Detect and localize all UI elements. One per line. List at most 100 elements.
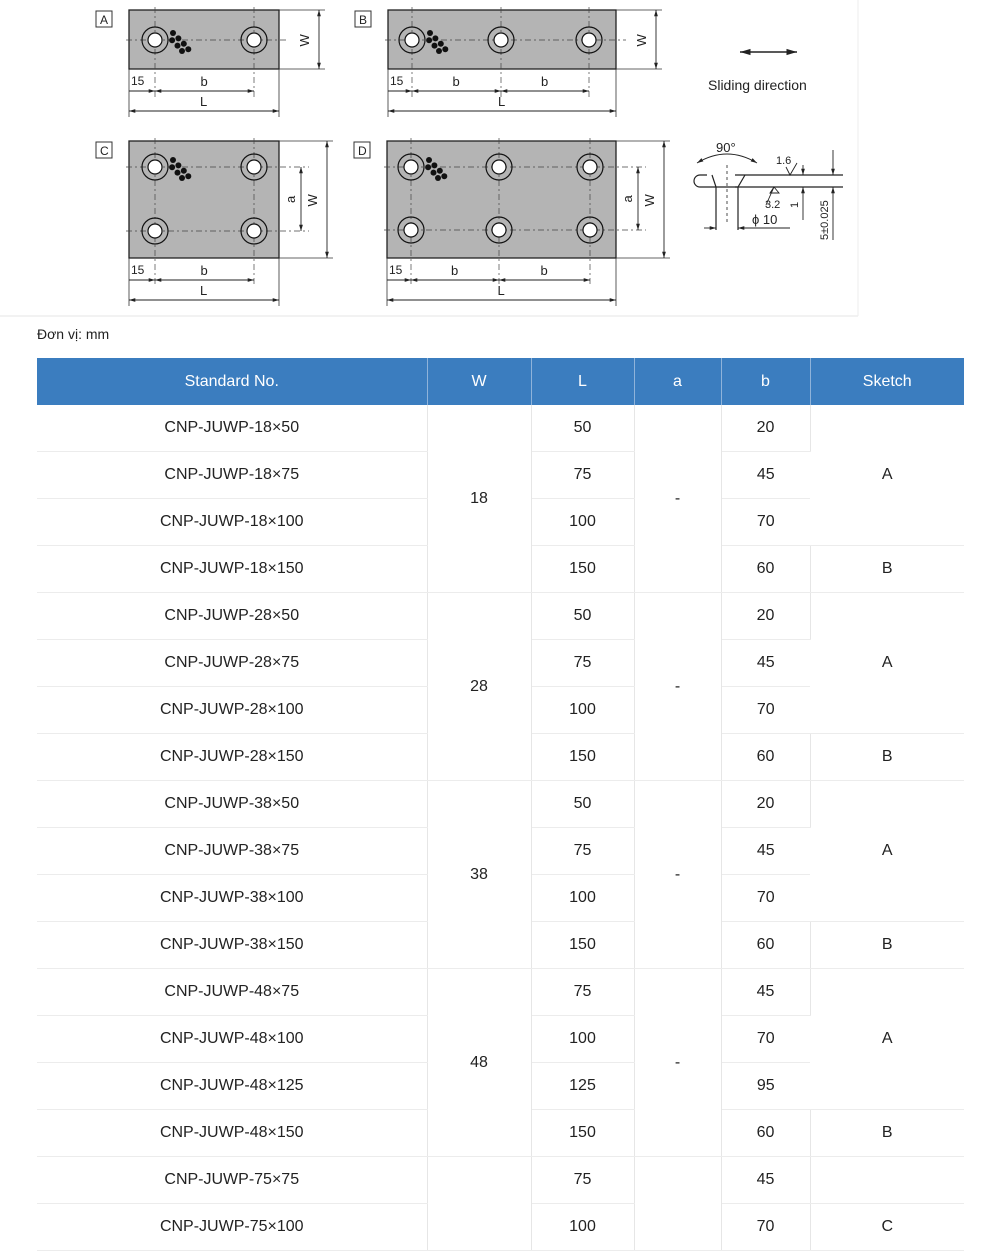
dim-b-label: b [201,74,208,89]
standard-no-cell: CNP-JUWP-48×125 [37,1062,428,1110]
b-cell: 45 [721,1156,811,1204]
slide-dot-icon [442,46,449,53]
slide-dot-icon [430,169,437,176]
w-cell: 28 [427,592,532,781]
dim-b-label: b [451,263,458,278]
slide-dot-icon [175,162,182,169]
l-cell: 50 [531,592,635,640]
b-cell: 70 [721,686,810,734]
slide-dot-icon [170,30,176,36]
table-header-row: Standard No. W L a b Sketch [37,358,964,405]
dim-b-label: b [541,74,548,89]
thickness-label: 5±0.025 [819,200,831,240]
standard-no-cell: CNP-JUWP-38×150 [37,921,428,969]
table-row: CNP-JUWP-75×75 75 45 [37,1156,964,1251]
table-row: CNP-JUWP-18×150 150 60 B [37,545,964,593]
standard-no-cell: CNP-JUWP-48×75 [37,968,428,1016]
w-cell: 18 [427,405,532,593]
l-cell: 150 [531,545,635,593]
header-w: W [427,358,532,405]
table-row: CNP-JUWP-18×50 18 50-20 A [37,405,964,593]
b-cell: 60 [721,545,811,593]
slide-dot-icon [174,42,181,49]
header-a: a [634,358,722,405]
slide-dot-icon [432,35,439,42]
standard-no-cell: CNP-JUWP-28×100 [37,686,428,734]
slide-dot-icon [169,37,176,44]
slide-dot-icon [174,169,181,176]
l-cell: 50 [531,780,635,828]
sketch-cell: B [810,733,964,781]
sketch-cell: A [810,968,964,1110]
unit-label: Đơn vị: mm [37,326,110,342]
b-cell: 20 [721,592,811,640]
dim-l-label: L [498,94,505,109]
roughness-bottom-label: 3.2 [765,199,780,211]
table-row: CNP-JUWP-18×75 75 45 [37,451,964,499]
slide-dot-icon [169,164,176,171]
sketch-c: C [95,138,333,306]
table-row: CNP-JUWP-48×75 48 75-45 A [37,968,964,1157]
sliding-direction-label: Sliding direction [708,77,807,93]
sketch-cell: B [810,1109,964,1157]
slide-dot-icon [180,40,187,47]
l-cell: 50 [531,405,635,452]
dim-b-label: b [201,263,208,278]
l-cell: 100 [531,1015,635,1063]
l-cell: 75 [531,827,635,875]
sketch-a: A [95,7,325,117]
dim-15-label: 15 [131,263,145,277]
dim-b-label: b [541,263,548,278]
sketch-cell: A [810,405,964,546]
table-row: CNP-JUWP-28×50 28 50-20 A [37,592,964,781]
l-cell: 100 [531,1203,635,1251]
slide-dot-icon [175,35,182,42]
slide-dot-icon [441,173,448,180]
dim-15-label: 15 [131,74,145,88]
l-cell: 150 [531,921,635,969]
sketch-d: D [353,138,670,306]
table-row: CNP-JUWP-48×100 100 70 [37,1015,964,1063]
slide-dot-icon [426,157,432,163]
dim-w-label: W [642,194,657,207]
b-cell: 45 [721,639,810,687]
b-cell: 70 [721,498,810,546]
angle-label: 90° [716,140,736,155]
dim-15-label: 15 [390,74,404,88]
w-cell [427,1156,532,1251]
slide-dot-icon [436,167,443,174]
standard-no-cell: CNP-JUWP-38×75 [37,827,428,875]
slide-dot-icon [179,175,185,181]
table-row: CNP-JUWP-48×125 125 95 [37,1062,964,1110]
slide-dot-icon [436,48,442,54]
standard-no-cell: CNP-JUWP-48×150 [37,1109,428,1157]
standard-no-cell: CNP-JUWP-28×150 [37,733,428,781]
l-cell: 125 [531,1062,635,1110]
b-cell: 60 [721,921,811,969]
dim-15-label: 15 [389,263,403,277]
l-cell: 75 [531,639,635,687]
b-cell: 60 [721,1109,811,1157]
sketch-cell: B [810,545,964,593]
depth-label: 1 [789,202,801,208]
standard-no-cell: CNP-JUWP-38×100 [37,874,428,922]
sketch-cell [810,1156,964,1204]
table-row: CNP-JUWP-38×75 75 45 [37,827,964,875]
sketch-b: B [354,7,662,117]
b-cell: 95 [721,1062,810,1110]
dim-w-label: W [305,194,320,207]
table-row: CNP-JUWP-28×75 75 45 [37,639,964,687]
sketch-label: C [100,144,109,158]
standard-no-cell: CNP-JUWP-28×75 [37,639,428,687]
b-cell: 45 [721,451,810,499]
table-row: CNP-JUWP-28×100 100 70 [37,686,964,734]
standard-no-cell: CNP-JUWP-75×100 [37,1203,428,1251]
slide-dot-icon [185,46,192,53]
l-cell: 100 [531,874,635,922]
slide-dot-icon [179,48,185,54]
slide-dot-icon [431,162,438,169]
a-cell: - [634,968,722,1157]
b-cell: 60 [721,733,811,781]
a-cell: - [634,780,722,969]
